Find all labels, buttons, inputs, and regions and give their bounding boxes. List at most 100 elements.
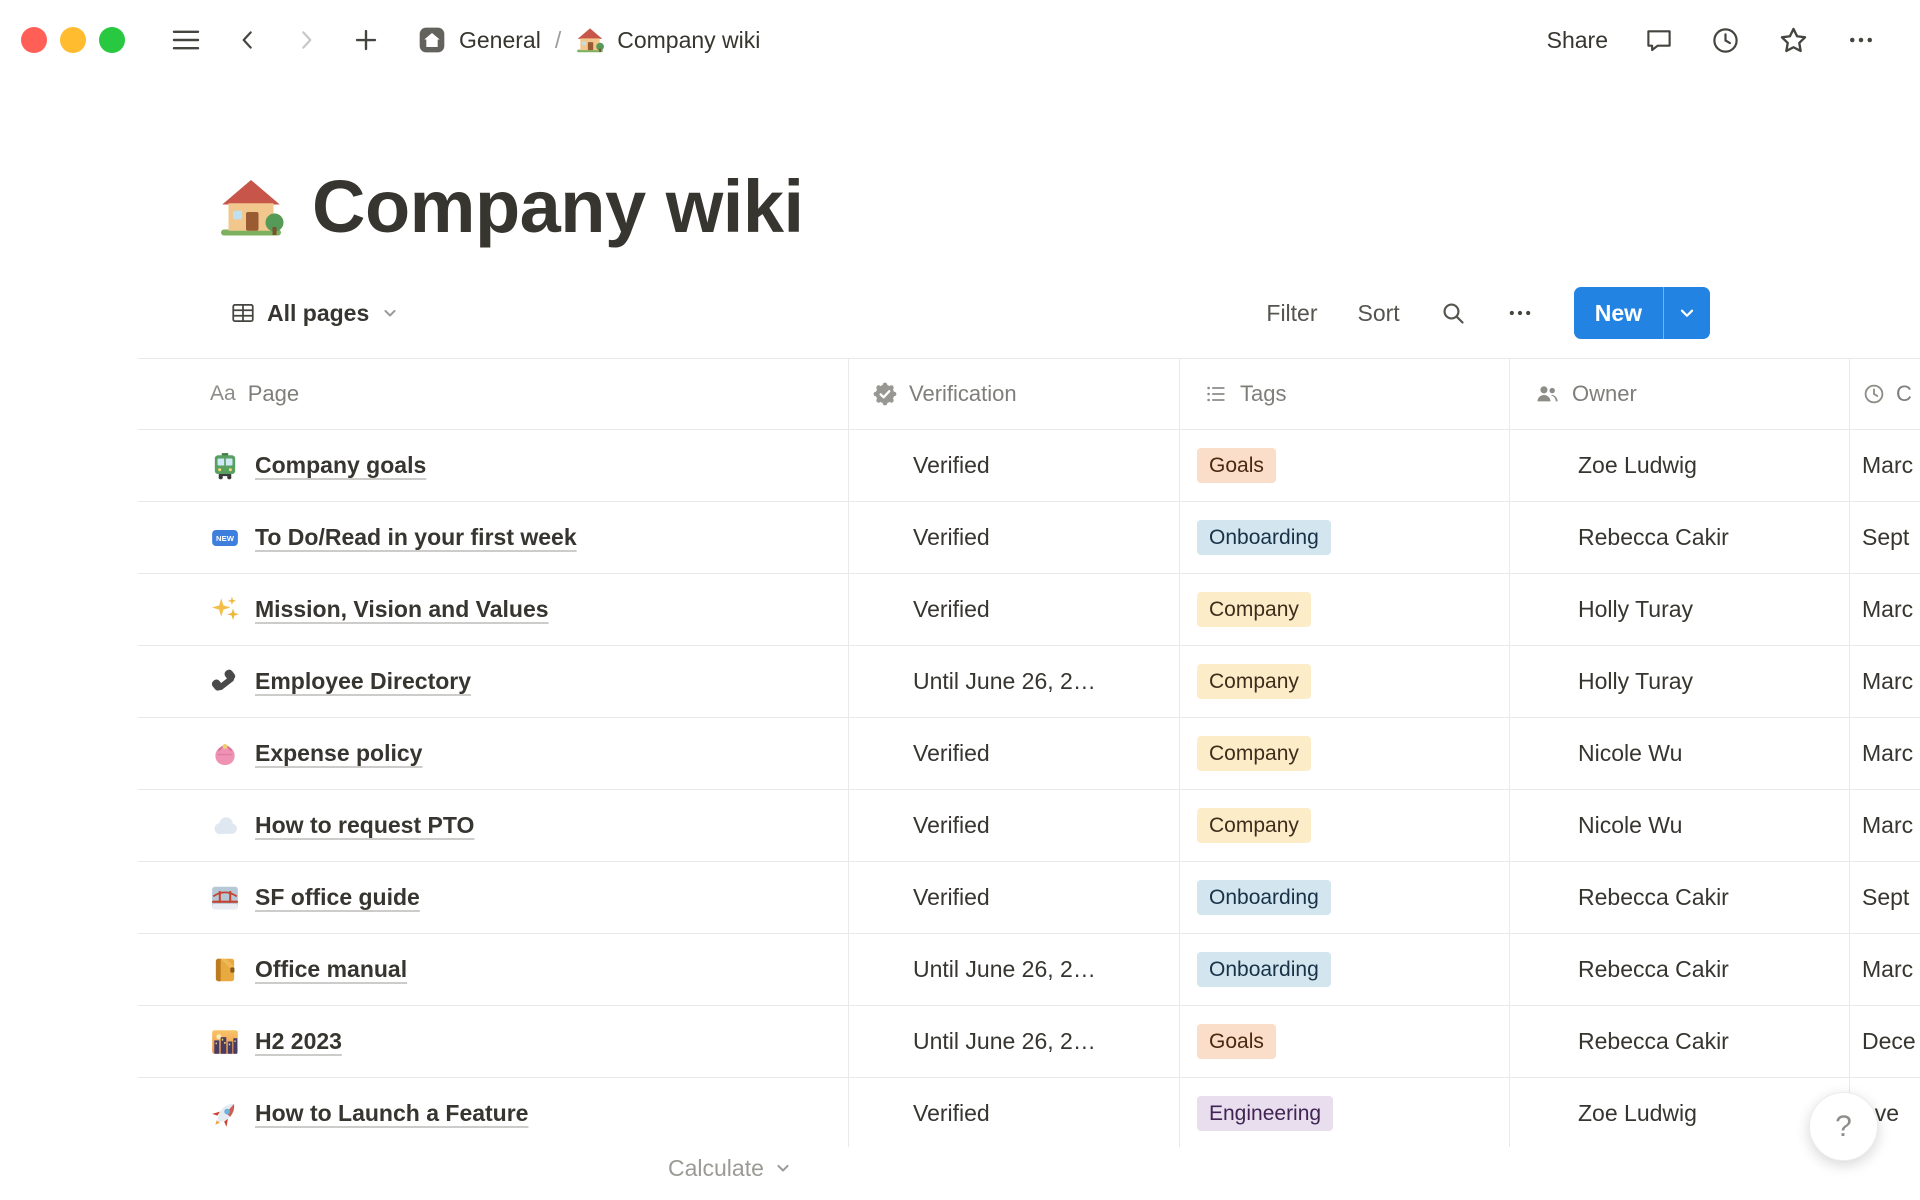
verification-cell[interactable]: Verified — [849, 502, 1180, 574]
page-link[interactable]: Expense policy — [255, 740, 423, 767]
more-options-icon[interactable] — [1846, 25, 1876, 55]
column-header-page[interactable]: Aa Page — [138, 359, 849, 430]
verification-cell[interactable]: Until June 26, 2… — [849, 934, 1180, 1006]
column-header-owner[interactable]: Owner — [1510, 359, 1850, 430]
tags-cell[interactable]: Company — [1180, 790, 1510, 862]
verification-cell[interactable]: Verified — [849, 862, 1180, 934]
help-button[interactable]: ? — [1809, 1092, 1878, 1161]
verification-cell[interactable]: Verified — [849, 718, 1180, 790]
verification-cell[interactable]: Verified — [849, 574, 1180, 646]
tags-cell[interactable]: Company — [1180, 646, 1510, 718]
table-row[interactable]: NEW To Do/Read in your first week Verifi… — [138, 502, 1920, 575]
created-cell[interactable]: Marc — [1850, 934, 1920, 1005]
view-more-options-icon[interactable] — [1506, 299, 1534, 327]
new-button-chevron-down-icon[interactable] — [1663, 287, 1710, 340]
forward-icon[interactable] — [293, 27, 319, 53]
page-title[interactable]: Company wiki — [312, 165, 804, 248]
tags-cell[interactable]: Onboarding — [1180, 862, 1510, 934]
owner-cell[interactable]: Holly Turay — [1510, 646, 1850, 718]
page-cell[interactable]: SF office guide — [138, 862, 849, 934]
table-row[interactable]: Company goals Verified Goals Zoe Ludwig … — [138, 430, 1920, 503]
verification-cell[interactable]: Until June 26, 2… — [849, 1006, 1180, 1078]
created-cell[interactable]: Marc — [1850, 574, 1920, 645]
verification-cell[interactable]: Verified — [849, 430, 1180, 502]
sort-button[interactable]: Sort — [1357, 299, 1400, 326]
verification-cell[interactable]: Until June 26, 2… — [849, 646, 1180, 718]
tags-cell[interactable]: Goals — [1180, 430, 1510, 502]
page-cell[interactable]: How to request PTO — [138, 790, 849, 862]
view-tab-all-pages[interactable]: All pages — [230, 300, 400, 327]
page-link[interactable]: Employee Directory — [255, 668, 472, 695]
column-header-tags[interactable]: Tags — [1180, 359, 1510, 430]
new-page-plus-icon[interactable] — [351, 25, 381, 55]
verification-cell[interactable]: Verified — [849, 1078, 1180, 1148]
owner-cell[interactable]: Zoe Ludwig — [1510, 430, 1850, 502]
owner-cell[interactable]: Zoe Ludwig — [1510, 1078, 1850, 1148]
table-row[interactable]: H2 2023 Until June 26, 2… Goals Rebecca … — [138, 1006, 1920, 1079]
minimize-window-button[interactable] — [60, 27, 86, 53]
page-link[interactable]: How to request PTO — [255, 812, 475, 839]
page-cell[interactable]: NEW To Do/Read in your first week — [138, 502, 849, 574]
table-row[interactable]: Office manual Until June 26, 2… Onboardi… — [138, 934, 1920, 1007]
page-link[interactable]: How to Launch a Feature — [255, 1100, 529, 1127]
column-header-verification[interactable]: Verification — [849, 359, 1180, 430]
page-cell[interactable]: Office manual — [138, 934, 849, 1006]
page-cell[interactable]: Mission, Vision and Values — [138, 574, 849, 646]
zoom-window-button[interactable] — [99, 27, 125, 53]
created-cell[interactable]: Marc — [1850, 790, 1920, 861]
owner-cell[interactable]: Nicole Wu — [1510, 790, 1850, 862]
search-icon[interactable] — [1440, 300, 1466, 326]
tags-cell[interactable]: Company — [1180, 718, 1510, 790]
breadcrumb-page[interactable]: Company wiki — [575, 25, 760, 55]
comments-icon[interactable] — [1644, 25, 1674, 55]
tags-cell[interactable]: Company — [1180, 574, 1510, 646]
breadcrumb-workspace-label: General — [459, 26, 541, 53]
page-house-icon[interactable] — [216, 172, 286, 242]
share-button[interactable]: Share — [1546, 26, 1608, 53]
created-cell[interactable]: Dece — [1850, 1006, 1920, 1077]
calculate-button[interactable]: Calculate — [668, 1144, 793, 1192]
tags-cell[interactable]: Goals — [1180, 1006, 1510, 1078]
owner-cell[interactable]: Rebecca Cakir — [1510, 934, 1850, 1006]
back-icon[interactable] — [235, 27, 261, 53]
owner-cell[interactable]: Rebecca Cakir — [1510, 862, 1850, 934]
table-row[interactable]: Expense policy Verified Company Nicole W… — [138, 718, 1920, 791]
created-cell[interactable]: Sept — [1850, 502, 1920, 573]
page-link[interactable]: H2 2023 — [255, 1028, 342, 1055]
created-cell[interactable]: Marc — [1850, 718, 1920, 789]
created-cell[interactable]: Marc — [1850, 430, 1920, 501]
created-cell[interactable]: Sept — [1850, 862, 1920, 933]
table-row[interactable]: Employee Directory Until June 26, 2… Com… — [138, 646, 1920, 719]
table-row[interactable]: How to Launch a Feature Verified Enginee… — [138, 1078, 1920, 1148]
history-clock-icon[interactable] — [1710, 25, 1741, 56]
owner-cell[interactable]: Nicole Wu — [1510, 718, 1850, 790]
table-row[interactable]: SF office guide Verified Onboarding Rebe… — [138, 862, 1920, 935]
owner-cell[interactable]: Rebecca Cakir — [1510, 502, 1850, 574]
new-button[interactable]: New — [1573, 287, 1710, 340]
close-window-button[interactable] — [21, 27, 47, 53]
breadcrumb-workspace[interactable]: General — [417, 25, 541, 55]
column-header-created[interactable]: C — [1850, 359, 1920, 429]
page-cell[interactable]: How to Launch a Feature — [138, 1078, 849, 1148]
page-cell[interactable]: Company goals — [138, 430, 849, 502]
owner-cell[interactable]: Rebecca Cakir — [1510, 1006, 1850, 1078]
page-cell[interactable]: H2 2023 — [138, 1006, 849, 1078]
verification-cell[interactable]: Verified — [849, 790, 1180, 862]
favorite-star-icon[interactable] — [1777, 24, 1810, 57]
page-link[interactable]: To Do/Read in your first week — [255, 524, 577, 551]
page-link[interactable]: Company goals — [255, 452, 427, 479]
tags-cell[interactable]: Onboarding — [1180, 502, 1510, 574]
page-link[interactable]: Office manual — [255, 956, 408, 983]
table-row[interactable]: Mission, Vision and Values Verified Comp… — [138, 574, 1920, 647]
filter-button[interactable]: Filter — [1266, 299, 1318, 326]
page-link[interactable]: SF office guide — [255, 884, 420, 911]
owner-cell[interactable]: Holly Turay — [1510, 574, 1850, 646]
tags-cell[interactable]: Onboarding — [1180, 934, 1510, 1006]
page-link[interactable]: Mission, Vision and Values — [255, 596, 549, 623]
table-row[interactable]: How to request PTO Verified Company Nico… — [138, 790, 1920, 863]
created-cell[interactable]: Marc — [1850, 646, 1920, 717]
tags-cell[interactable]: Engineering — [1180, 1078, 1510, 1148]
page-cell[interactable]: Expense policy — [138, 718, 849, 790]
page-cell[interactable]: Employee Directory — [138, 646, 849, 718]
sidebar-toggle-icon[interactable] — [169, 23, 203, 57]
